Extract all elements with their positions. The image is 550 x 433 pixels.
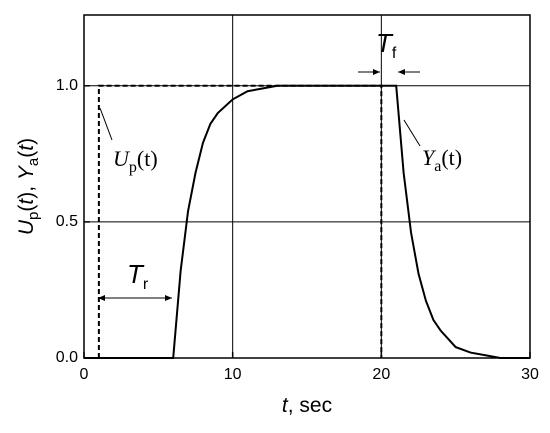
label-part: ( [15, 151, 38, 158]
annotation-part: T [127, 259, 145, 289]
y-tick-label: 0.5 [56, 213, 78, 230]
x-tick-label: 10 [224, 366, 242, 383]
label-part: t [15, 144, 38, 151]
y-axis-label: Up(t), Ya(t) [15, 138, 42, 235]
annotation-arrows [98, 69, 421, 301]
line-series [84, 84, 530, 359]
label-part: , sec [288, 394, 332, 417]
annotation-part: T [376, 28, 394, 58]
label-part: ( [15, 205, 38, 212]
annotation: Up(t) [113, 146, 158, 176]
label-part: ) [15, 138, 38, 145]
x-tick-label: 30 [521, 366, 539, 383]
x-tick-label: 0 [80, 366, 89, 383]
annotation-part: a [434, 158, 441, 175]
leader-line [403, 119, 421, 147]
annotation-part: U [113, 146, 131, 171]
leader-line [99, 107, 113, 141]
label-part: p [25, 212, 42, 220]
annotation: Ya(t) [422, 145, 462, 175]
annotation-part: (t) [137, 146, 158, 171]
annotation: Tr [127, 259, 149, 293]
label-part: t [15, 198, 38, 205]
annotation-part: r [143, 276, 149, 293]
annotation-part: (t) [441, 145, 462, 170]
annotation-part: f [392, 45, 397, 62]
x-axis-label: t, sec [282, 394, 332, 417]
plot-frame [83, 14, 531, 359]
label-part: t [282, 394, 289, 417]
y-tick-label: 0.0 [56, 349, 78, 366]
annotation-part: Y [422, 145, 437, 170]
y-tick-label: 1.0 [56, 77, 78, 94]
annotation: Tf [376, 28, 397, 62]
line-series [97, 84, 383, 358]
label-part: ), [15, 180, 38, 199]
annotation-part: p [129, 159, 137, 176]
marks [84, 84, 530, 359]
label-part: U [15, 219, 38, 235]
label-part: Y [15, 164, 38, 180]
x-tick-label: 20 [372, 366, 390, 383]
label-part: a [25, 157, 42, 166]
grid [83, 15, 531, 359]
